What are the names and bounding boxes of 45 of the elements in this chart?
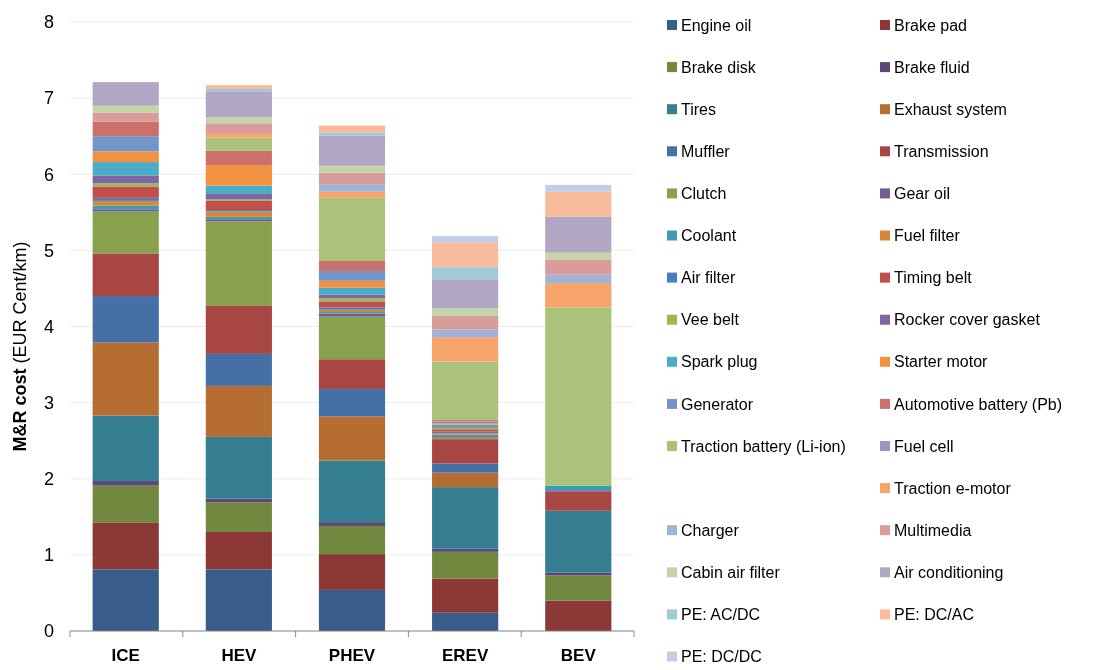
y-axis-title: M&R cost (EUR Cent/km)	[10, 241, 30, 452]
legend-label: Brake pad	[894, 16, 967, 34]
legend-label: PE: DC/AC	[894, 606, 975, 623]
legend-label: Fuel cell	[894, 437, 954, 455]
legend-label: Tires	[681, 100, 716, 118]
y-tick-label: 6	[43, 164, 54, 185]
y-tick-label: 1	[43, 545, 54, 566]
y-tick-label: 0	[43, 621, 54, 642]
x-tick-label: PHEV	[328, 646, 376, 665]
legend-label: Generator	[681, 395, 754, 413]
legend-label: Multimedia	[894, 521, 972, 539]
legend-label: Muffler	[681, 142, 731, 160]
legend-label: Air conditioning	[894, 563, 1004, 581]
y-tick-label: 4	[43, 316, 54, 337]
legend-label: Starter motor	[894, 353, 989, 371]
x-tick-label: BEV	[560, 646, 597, 665]
y-tick-label: 7	[43, 88, 54, 109]
legend-label: Air filter	[681, 269, 736, 287]
y-tick-label: 5	[43, 240, 54, 261]
legend-label: Transmission	[894, 142, 989, 160]
x-tick-label: ICE	[111, 646, 140, 665]
legend-label: Traction e-motor	[894, 479, 1012, 497]
y-tick-label: 2	[43, 469, 54, 490]
legend-label: Timing belt	[894, 269, 973, 287]
legend-label: Vee belt	[681, 311, 740, 329]
legend-label: Coolant	[681, 227, 737, 245]
legend-label: Automotive battery (Pb)	[894, 395, 1063, 413]
legend-label: Brake disk	[681, 58, 757, 76]
legend-label: Gear oil	[894, 185, 951, 202]
x-tick-label: HEV	[221, 646, 257, 665]
legend-label: PE: AC/DC	[681, 606, 761, 623]
legend-label: Cabin air filter	[681, 563, 781, 581]
x-tick-label: EREV	[441, 646, 489, 665]
legend-label: Rocker cover gasket	[894, 311, 1041, 329]
legend-label: Exhaust system	[894, 100, 1007, 118]
y-tick-label: 8	[43, 12, 54, 33]
legend-label: Charger	[681, 521, 740, 539]
legend-label: Brake fluid	[894, 58, 970, 76]
y-tick-label: 3	[43, 392, 54, 413]
legend-label: Traction battery (Li-ion)	[681, 437, 846, 455]
legend-label: PE: DC/DC	[681, 648, 762, 666]
legend-label: Engine oil	[681, 16, 752, 34]
legend-label: Clutch	[681, 185, 727, 202]
legend-label: Spark plug	[681, 353, 758, 371]
legend-label: Fuel filter	[894, 227, 961, 245]
